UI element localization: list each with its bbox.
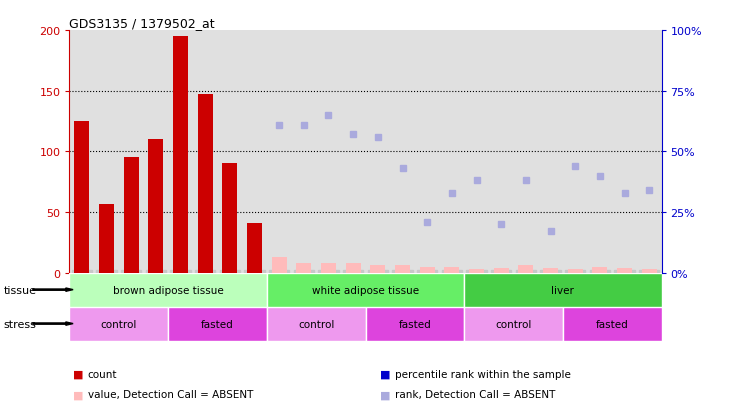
Bar [69,307,168,341]
Bar [247,223,262,273]
Text: fasted: fasted [398,319,431,329]
Bar [297,263,311,273]
Bar [642,269,656,273]
Text: tissue: tissue [4,285,37,295]
Text: GDS3135 / 1379502_at: GDS3135 / 1379502_at [69,17,215,30]
Bar [464,273,662,307]
Text: fasted: fasted [596,319,629,329]
Bar [173,37,188,273]
Bar [99,204,114,273]
Text: control: control [298,319,334,329]
Text: ■: ■ [380,369,390,379]
Text: liver: liver [551,285,575,295]
Bar [543,268,558,273]
Text: brown adipose tissue: brown adipose tissue [113,285,224,295]
Bar [346,263,360,273]
Bar [75,122,89,273]
Bar [197,95,213,273]
Text: rank, Detection Call = ABSENT: rank, Detection Call = ABSENT [395,389,555,399]
Bar [592,267,607,273]
Bar [568,269,583,273]
Bar [321,263,336,273]
Bar [563,307,662,341]
Text: value, Detection Call = ABSENT: value, Detection Call = ABSENT [88,389,253,399]
Text: control: control [101,319,137,329]
Text: percentile rank within the sample: percentile rank within the sample [395,369,571,379]
Bar [617,268,632,273]
Bar [168,307,267,341]
Bar [493,268,509,273]
Bar [148,140,163,273]
Bar [444,267,459,273]
Text: ■: ■ [73,389,83,399]
Bar [518,266,534,273]
Text: ■: ■ [73,369,83,379]
Text: white adipose tissue: white adipose tissue [312,285,419,295]
Bar [272,257,287,273]
Bar [267,273,464,307]
Bar [124,158,139,273]
Text: control: control [496,319,531,329]
Bar [267,307,366,341]
Text: stress: stress [4,319,37,329]
Bar [366,307,464,341]
Bar [69,273,267,307]
Text: ■: ■ [380,389,390,399]
Text: count: count [88,369,117,379]
Bar [371,266,385,273]
Bar [395,266,410,273]
Text: fasted: fasted [201,319,234,329]
Bar [464,307,563,341]
Bar [469,269,484,273]
Bar [420,267,434,273]
Bar [222,164,237,273]
